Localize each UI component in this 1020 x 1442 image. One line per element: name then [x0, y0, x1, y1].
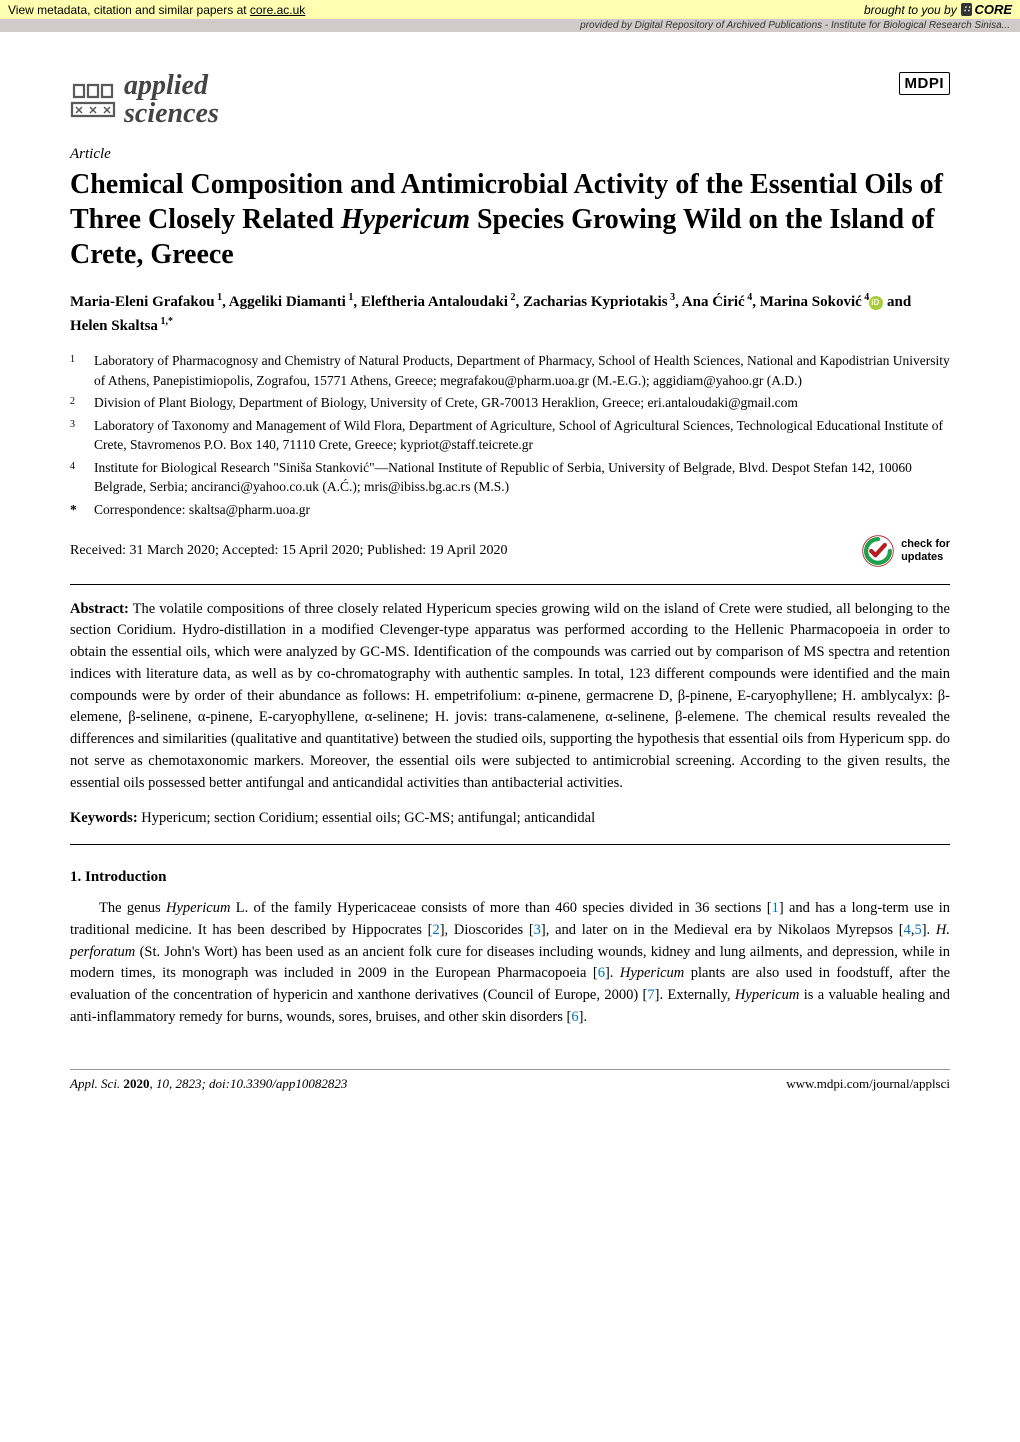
authors-list: Maria-Eleni Grafakou 1, Aggeliki Diamant… — [70, 290, 950, 337]
ref-link[interactable]: 6 — [571, 1009, 578, 1025]
article-category: Article — [70, 146, 950, 163]
footer-right: www.mdpi.com/journal/applsci — [786, 1076, 950, 1092]
affiliation-row: 1Laboratory of Pharmacognosy and Chemist… — [70, 351, 950, 390]
affiliations: 1Laboratory of Pharmacognosy and Chemist… — [70, 351, 950, 520]
pub-dates: Received: 31 March 2020; Accepted: 15 Ap… — [70, 543, 507, 559]
core-text: View metadata, citation and similar pape… — [8, 3, 247, 17]
article-page: applied sciences MDPI Article Chemical C… — [0, 32, 1020, 1122]
ref-link[interactable]: 3 — [534, 922, 541, 938]
intro-paragraph: The genus Hypericum L. of the family Hyp… — [70, 898, 950, 1029]
journal-name-2: sciences — [124, 100, 219, 128]
ref-link[interactable]: 5 — [914, 922, 921, 938]
article-title: Chemical Composition and Antimicrobial A… — [70, 167, 950, 272]
section-heading: 1. Introduction — [70, 869, 950, 886]
header-row: applied sciences MDPI — [70, 72, 950, 128]
ref-link[interactable]: 4 — [904, 922, 911, 938]
ref-link[interactable]: 2 — [432, 922, 439, 938]
ref-link[interactable]: 6 — [598, 965, 605, 981]
check-updates-icon — [861, 534, 895, 568]
dates-row: Received: 31 March 2020; Accepted: 15 Ap… — [70, 534, 950, 568]
core-logo-text: CORE — [974, 2, 1012, 17]
affiliation-row: 4Institute for Biological Research "Sini… — [70, 458, 950, 497]
journal-name-1: applied — [124, 72, 219, 100]
publisher-logo: MDPI — [899, 72, 951, 95]
keywords: Keywords: Hypericum; section Coridium; e… — [70, 808, 950, 830]
ref-link[interactable]: 7 — [647, 987, 654, 1003]
correspondence-row: *Correspondence: skaltsa@pharm.uoa.gr — [70, 500, 950, 520]
journal-logo: applied sciences — [70, 72, 219, 128]
affiliation-row: 3Laboratory of Taxonomy and Management o… — [70, 416, 950, 455]
core-banner: View metadata, citation and similar pape… — [0, 0, 1020, 19]
ref-link[interactable]: 1 — [772, 900, 779, 916]
core-url-link[interactable]: core.ac.uk — [250, 3, 305, 17]
check-updates-badge[interactable]: check for updates — [861, 534, 950, 568]
orcid-icon[interactable] — [869, 296, 883, 310]
abstract-block: Abstract: The volatile compositions of t… — [70, 584, 950, 846]
provided-by-bar: provided by Digital Repository of Archiv… — [0, 19, 1020, 32]
page-footer: Appl. Sci. 2020, 10, 2823; doi:10.3390/a… — [70, 1069, 950, 1092]
affiliation-row: 2Division of Plant Biology, Department o… — [70, 393, 950, 413]
brought-by-text: brought to you by — [864, 3, 957, 17]
abstract-text: Abstract: The volatile compositions of t… — [70, 599, 950, 795]
applied-sciences-icon — [70, 83, 116, 118]
core-logo-icon: ∷ — [961, 3, 973, 16]
footer-left: Appl. Sci. 2020, 10, 2823; doi:10.3390/a… — [70, 1076, 347, 1092]
core-logo[interactable]: ∷ CORE — [961, 2, 1012, 17]
